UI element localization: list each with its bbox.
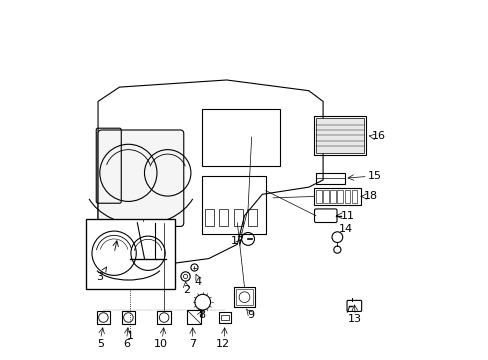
Bar xyxy=(220,315,229,320)
Text: 8: 8 xyxy=(198,310,205,320)
Bar xyxy=(315,118,364,153)
Text: 1: 1 xyxy=(126,332,133,342)
Bar xyxy=(219,208,228,226)
Bar xyxy=(337,190,343,203)
Text: 17: 17 xyxy=(230,237,244,247)
Text: 13: 13 xyxy=(347,314,362,324)
Bar xyxy=(344,190,349,203)
Text: 16: 16 xyxy=(371,131,385,141)
Text: 5: 5 xyxy=(97,339,104,348)
Bar xyxy=(233,287,255,307)
Text: 2: 2 xyxy=(183,285,190,295)
Bar xyxy=(201,176,265,234)
Text: 3: 3 xyxy=(96,267,106,282)
Bar xyxy=(323,190,328,203)
Bar xyxy=(329,190,335,203)
Bar xyxy=(233,208,242,226)
Text: 6: 6 xyxy=(123,339,130,348)
Text: 11: 11 xyxy=(340,211,354,221)
Text: 12: 12 xyxy=(216,339,230,348)
Bar xyxy=(313,116,365,155)
Text: 7: 7 xyxy=(189,339,196,348)
Bar xyxy=(187,310,201,324)
Bar xyxy=(157,311,171,324)
Bar xyxy=(122,311,135,324)
Bar xyxy=(205,208,214,226)
FancyBboxPatch shape xyxy=(98,130,183,226)
Bar xyxy=(315,173,344,184)
Bar xyxy=(315,190,321,203)
Text: 4: 4 xyxy=(194,277,201,287)
Text: 15: 15 xyxy=(367,171,381,181)
Text: 14: 14 xyxy=(339,224,352,234)
Bar xyxy=(201,109,280,166)
Bar xyxy=(85,219,175,289)
Bar xyxy=(97,311,110,324)
Bar xyxy=(313,188,360,205)
Text: 10: 10 xyxy=(154,339,168,348)
Bar xyxy=(235,289,253,305)
Bar xyxy=(351,190,357,203)
Bar xyxy=(247,208,257,226)
Text: 18: 18 xyxy=(364,192,378,202)
Text: 9: 9 xyxy=(247,310,254,320)
Bar xyxy=(219,312,230,323)
